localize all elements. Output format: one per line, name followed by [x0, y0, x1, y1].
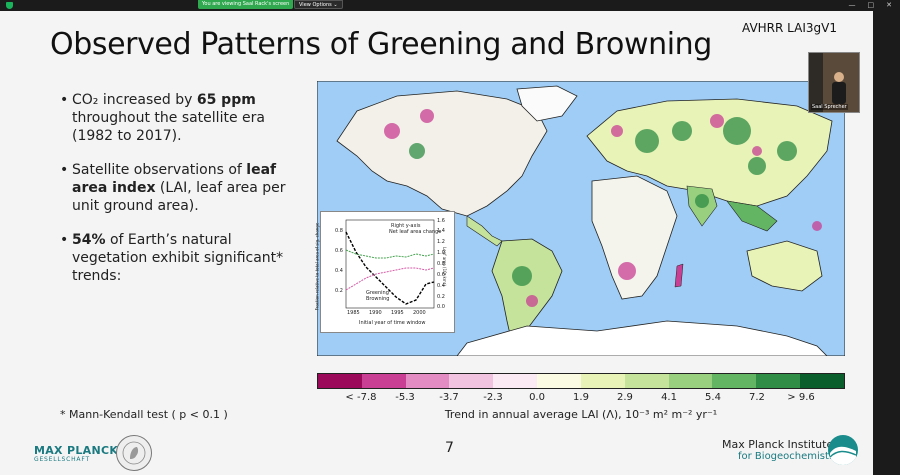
institute-subtitle: for Biogeochemistry [738, 451, 839, 462]
colorbar-tick: 0.0 [529, 392, 545, 403]
inset-y-right-tick-8: 0.0 [437, 304, 445, 310]
north-america-landmass [336, 90, 548, 217]
inset-y-right-tick-0: 1.6 [437, 218, 445, 224]
inset-ylabel-left: Fraction relative to total area of sig. … [314, 222, 320, 311]
inset-y-right-tick-2: 1.2 [437, 239, 445, 245]
footnote: * Mann-Kendall test ( p < 0.1 ) [60, 408, 228, 421]
slide-title: Observed Patterns of Greening and Browni… [50, 27, 712, 62]
inset-ylabel-right: Leaf area (10⁶ km²) [441, 247, 447, 286]
security-shield-icon[interactable] [6, 2, 13, 9]
antarctica-landmass [456, 320, 828, 356]
colorbar-swatch [580, 374, 625, 388]
minimize-icon[interactable]: — [848, 1, 856, 9]
logo-subtitle: GESELLSCHAFT [34, 456, 90, 463]
net-leaf-area-line [345, 231, 435, 305]
browning-patches [384, 109, 822, 307]
colorbar-legend: < -7.8 -5.3 -3.7 -2.3 0.0 1.9 2.9 4.1 5.… [317, 373, 845, 433]
colorbar-ticks: < -7.8 -5.3 -3.7 -2.3 0.0 1.9 2.9 4.1 5.… [317, 392, 845, 406]
southeast-asia-landmass [726, 200, 778, 232]
webcam-participant-name: Saal Sprecher [811, 104, 848, 110]
colorbar-tick: 5.4 [705, 392, 721, 403]
eurasia-landmass [586, 98, 833, 207]
inset-legend-greening: Greening [366, 290, 389, 296]
max-planck-society-logo: MAX PLANCK GESELLSCHAFT [34, 435, 164, 471]
inset-x-tick-1995: 1995 [391, 310, 404, 316]
colorbar-swatch [537, 374, 581, 388]
inset-y-right-tick-7: 0.2 [437, 294, 445, 300]
inset-y-left-tick-3: 0.2 [335, 288, 343, 294]
australia-landmass [746, 240, 823, 292]
inset-y-right-tick-5: 0.6 [437, 272, 445, 278]
logo-title: MAX PLANCK [34, 444, 119, 457]
view-options-button[interactable]: View Options ⌄ [294, 0, 343, 9]
inset-legend-browning: Browning [366, 296, 390, 302]
dataset-label: AVHRR LAI3gV1 [742, 21, 837, 35]
webcam-thumbnail[interactable]: Saal Sprecher [808, 52, 860, 113]
colorbar-title: Trend in annual average LAI (Λ), 10⁻³ m²… [444, 408, 718, 421]
window-controls: — □ ✕ [849, 1, 893, 10]
colorbar-swatch [493, 374, 538, 388]
madagascar-landmass [674, 263, 684, 288]
inset-x-tick-1990: 1990 [369, 310, 382, 316]
colorbar-swatch [405, 374, 450, 388]
greening-patches [409, 117, 797, 286]
bullet-co2: CO₂ increased by 65 ppm throughout the s… [60, 91, 300, 145]
inset-legend-right-axis: Right y-axis [391, 223, 421, 229]
bullet-vegetation: 54% of Earth’s natural vegetation exhibi… [60, 231, 300, 285]
colorbar-tick: 1.9 [573, 392, 589, 403]
colorbar-tick: < -7.8 [345, 392, 377, 403]
inset-y-left-tick-1: 0.6 [335, 248, 343, 254]
africa-landmass [591, 175, 678, 300]
bullet-lai: Satellite observations of leaf area inde… [60, 161, 300, 215]
inset-trend-chart: Right y-axis Net leaf area change Greeni… [314, 211, 455, 333]
inset-y-right-tick-1: 1.4 [437, 228, 445, 234]
colorbar-swatch [800, 374, 844, 388]
colorbar-swatch [668, 374, 713, 388]
page-number: 7 [445, 440, 454, 456]
inset-x-tick-2000: 2000 [413, 310, 426, 316]
institute-name: Max Planck Institute [722, 438, 834, 451]
institute-logo-icon [828, 435, 858, 465]
central-america-landmass [466, 215, 503, 247]
colorbar-tick: -3.7 [439, 392, 459, 403]
inset-x-tick-1985: 1985 [347, 310, 360, 316]
colorbar-tick: 7.2 [749, 392, 765, 403]
colorbar-tick: -5.3 [395, 392, 415, 403]
colorbar-tick: -2.3 [483, 392, 503, 403]
maximize-icon[interactable]: □ [867, 1, 875, 9]
colorbar-swatch [449, 374, 494, 388]
colorbar-tick: > 9.6 [787, 392, 815, 403]
inset-y-left-tick-0: 0.8 [335, 228, 343, 234]
inset-legend-net: Net leaf area change [389, 229, 442, 235]
colorbar-swatch [318, 374, 362, 388]
inset-plot [345, 219, 435, 309]
inset-y-left-tick-2: 0.4 [335, 268, 343, 274]
inset-xlabel: Initial year of time window [359, 320, 426, 326]
colorbar-tick: 2.9 [617, 392, 633, 403]
greenland-landmass [516, 85, 578, 122]
meeting-top-bar: You are viewing Saal Rack's screen View … [0, 0, 900, 11]
colorbar [317, 373, 845, 389]
inset-y-right-tick-3: 1.0 [437, 250, 445, 256]
colorbar-swatch [756, 374, 801, 388]
screen-share-banner: You are viewing Saal Rack's screen [198, 0, 294, 9]
colorbar-swatch [624, 374, 669, 388]
shared-slide: Observed Patterns of Greening and Browni… [0, 11, 873, 475]
inset-y-right-tick-4: 0.8 [437, 261, 445, 267]
colorbar-swatch [361, 374, 406, 388]
right-side-panel [873, 11, 900, 475]
bullet-list: CO₂ increased by 65 ppm throughout the s… [60, 91, 300, 301]
close-icon[interactable]: ✕ [886, 1, 892, 9]
minerva-emblem-icon [116, 435, 152, 471]
colorbar-swatch [712, 374, 757, 388]
greening-line [345, 249, 435, 259]
browning-line [345, 267, 435, 291]
inset-y-right-tick-6: 0.4 [437, 283, 445, 289]
colorbar-tick: 4.1 [661, 392, 677, 403]
